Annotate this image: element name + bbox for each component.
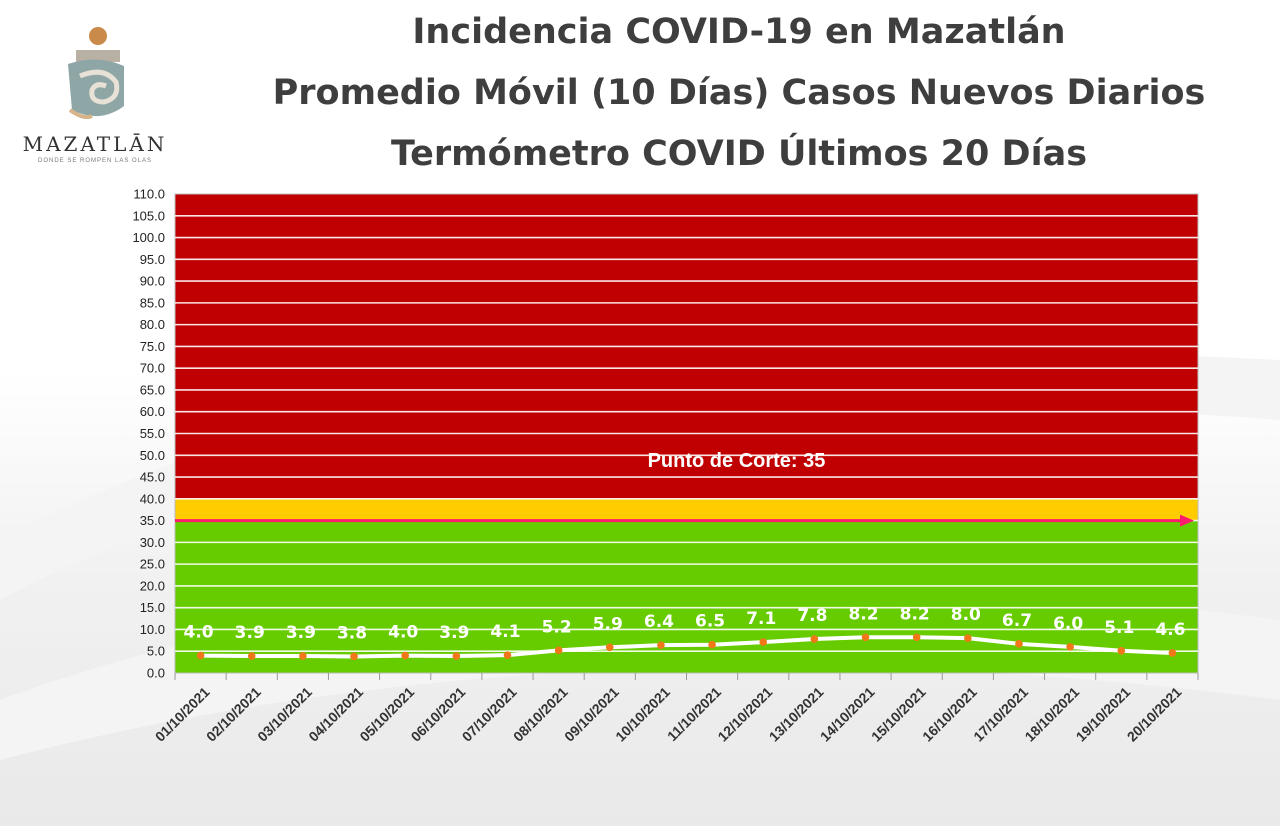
data-point [554, 646, 563, 655]
x-tick-label: 19/10/2021 [1073, 684, 1134, 745]
data-point [247, 652, 256, 660]
data-point [1066, 643, 1074, 651]
data-point [861, 633, 870, 642]
band-0 [175, 520, 1198, 673]
logo-wordmark: MAZATLĀN [22, 132, 168, 156]
data-label: 6.0 [1053, 614, 1083, 634]
y-tick-label: 65.0 [140, 382, 165, 397]
x-tick-label: 04/10/2021 [305, 684, 366, 745]
y-tick-label: 85.0 [140, 295, 165, 310]
x-tick-label: 20/10/2021 [1124, 684, 1185, 745]
y-tick-label: 100.0 [132, 230, 165, 245]
series-line [200, 635, 1173, 659]
title-line-3: Termómetro COVID Últimos 20 Días [390, 134, 1088, 174]
data-label: 4.6 [1155, 620, 1185, 640]
y-tick-label: 110.0 [133, 187, 165, 202]
data-point [912, 633, 921, 642]
data-point [1015, 640, 1023, 648]
data-label: 4.1 [490, 622, 520, 642]
x-tick-label: 18/10/2021 [1021, 684, 1082, 745]
cutoff-arrow-icon [1180, 514, 1194, 527]
y-tick-label: 50.0 [140, 448, 165, 463]
data-point [1117, 646, 1126, 655]
data-point [1168, 649, 1177, 657]
x-tick-label: 08/10/2021 [510, 684, 571, 745]
y-tick-label: 15.0 [140, 600, 165, 615]
y-tick-label: 55.0 [140, 426, 165, 441]
data-label: 4.0 [388, 623, 418, 643]
y-tick-label: 70.0 [140, 361, 165, 376]
data-label: 7.1 [746, 609, 776, 629]
data-label: 5.1 [1104, 618, 1134, 638]
x-tick-label: 14/10/2021 [817, 684, 878, 745]
data-label: 8.2 [900, 604, 930, 624]
data-point [196, 651, 205, 660]
x-tick-label: 07/10/2021 [459, 684, 520, 745]
data-point [810, 635, 819, 643]
x-tick-label: 13/10/2021 [766, 684, 827, 745]
x-tick-label: 05/10/2021 [356, 684, 417, 745]
x-tick-label: 16/10/2021 [919, 684, 980, 745]
y-tick-label: 30.0 [140, 535, 165, 550]
x-tick-label: 10/10/2021 [612, 684, 673, 745]
data-label: 3.9 [235, 623, 265, 643]
y-tick-label: 80.0 [140, 317, 165, 332]
band-1 [175, 498, 1198, 521]
x-tick-label: 03/10/2021 [254, 684, 315, 745]
logo-tagline: DONDE SE ROMPEN LAS OLAS [37, 158, 153, 164]
data-label: 5.9 [593, 614, 623, 634]
data-point [657, 641, 665, 649]
data-point [503, 651, 512, 659]
data-point [708, 640, 716, 649]
data-label: 3.8 [337, 623, 367, 643]
y-tick-label: 20.0 [140, 578, 165, 593]
data-label: 3.9 [439, 623, 469, 643]
x-tick-label: 09/10/2021 [561, 684, 622, 745]
logo-emblem-icon [68, 27, 124, 120]
y-tick-label: 5.0 [147, 644, 165, 659]
data-label: 6.4 [644, 612, 674, 632]
x-tick-label: 12/10/2021 [714, 684, 775, 745]
y-tick-label: 25.0 [140, 557, 165, 572]
y-tick-label: 10.0 [140, 622, 165, 637]
data-point [964, 634, 972, 642]
data-label: 4.0 [184, 623, 214, 643]
data-label: 7.8 [797, 606, 827, 626]
x-tick-label: 15/10/2021 [868, 684, 929, 745]
title-line-2: Promedio Móvil (10 Días) Casos Nuevos Di… [272, 73, 1206, 113]
data-label: 8.2 [848, 604, 878, 624]
x-tick-label: 06/10/2021 [408, 684, 469, 745]
cutoff-label: Punto de Corte: 35 [648, 450, 826, 472]
data-label: 3.9 [286, 623, 316, 643]
x-tick-label: 01/10/2021 [152, 684, 213, 745]
data-point [605, 643, 614, 652]
mazatlan-logo: MAZATLĀN DONDE SE ROMPEN LAS OLAS [20, 14, 170, 174]
y-tick-label: 105.0 [132, 208, 165, 223]
x-tick-label: 17/10/2021 [970, 684, 1031, 745]
y-tick-label: 75.0 [140, 339, 165, 354]
data-point [299, 652, 307, 660]
title-line-1: Incidencia COVID-19 en Mazatlán [412, 12, 1066, 52]
y-tick-label: 0.0 [147, 666, 165, 681]
data-point [350, 652, 358, 661]
y-tick-label: 60.0 [140, 404, 165, 419]
data-point [452, 652, 461, 660]
data-label: 8.0 [951, 605, 981, 625]
data-label: 6.7 [1002, 611, 1032, 631]
data-point [759, 638, 768, 646]
data-label: 6.5 [695, 612, 725, 632]
y-tick-label: 45.0 [140, 470, 165, 485]
data-label: 5.2 [542, 617, 572, 637]
y-tick-label: 95.0 [140, 252, 165, 267]
y-tick-label: 40.0 [140, 491, 165, 506]
x-tick-label: 02/10/2021 [203, 684, 264, 745]
data-point [401, 651, 409, 660]
y-tick-label: 35.0 [140, 513, 165, 528]
y-tick-label: 90.0 [140, 274, 165, 289]
